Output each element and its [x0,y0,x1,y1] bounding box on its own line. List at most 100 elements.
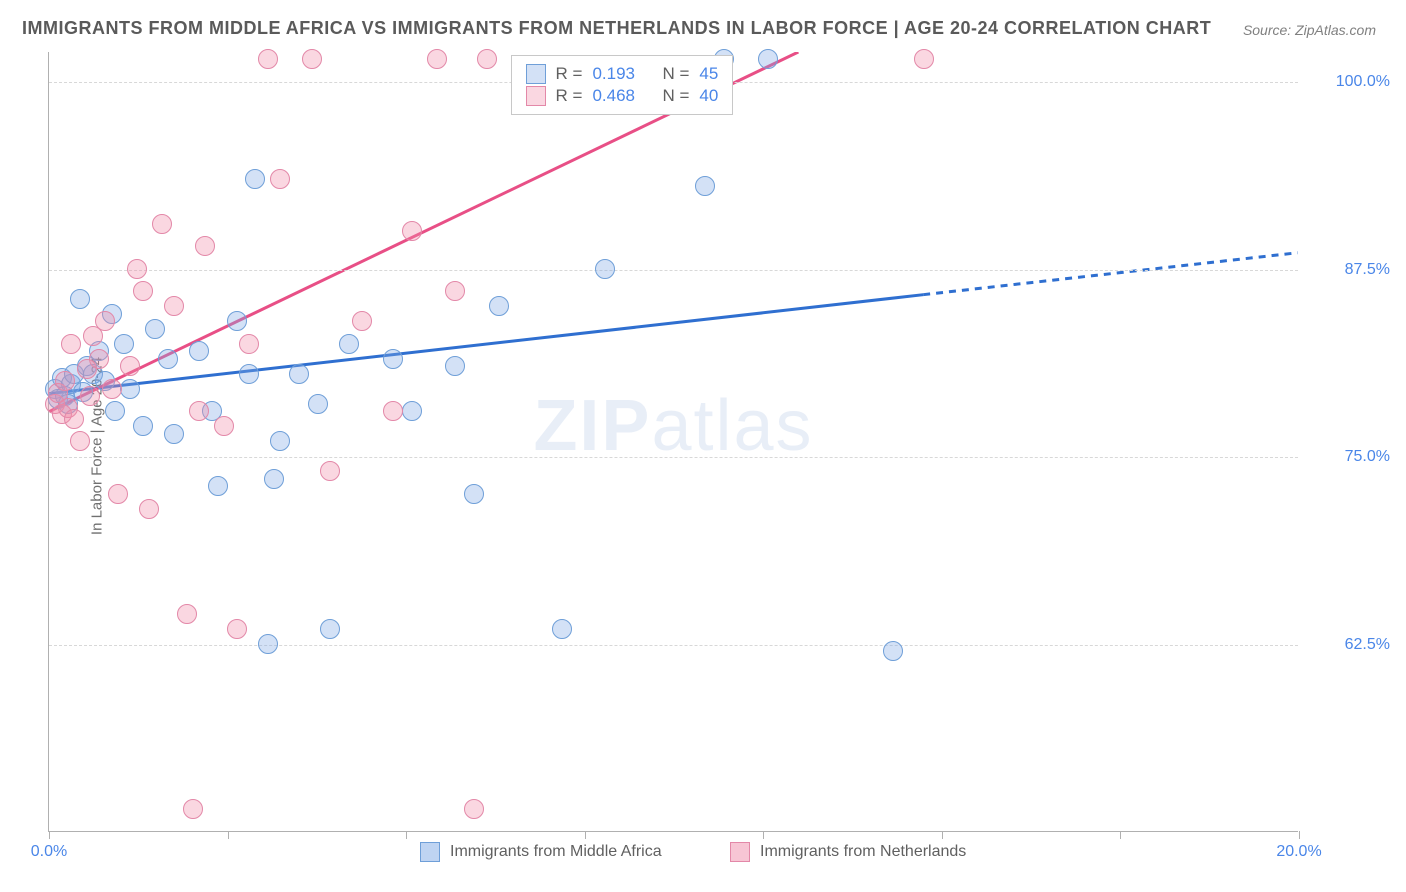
scatter-point [320,461,340,481]
scatter-point [189,401,209,421]
y-tick-label: 62.5% [1345,636,1390,654]
x-tick [1120,831,1121,839]
scatter-point [164,424,184,444]
scatter-point [127,259,147,279]
scatter-point [445,356,465,376]
x-tick [406,831,407,839]
legend-series: Immigrants from Netherlands [730,842,966,862]
x-tick [585,831,586,839]
scatter-point [427,49,447,69]
scatter-point [352,311,372,331]
scatter-point [302,49,322,69]
legend-series-label: Immigrants from Middle Africa [450,843,662,861]
scatter-point [914,49,934,69]
scatter-point [227,619,247,639]
scatter-point [55,371,75,391]
plot-area: ZIPatlas 62.5%75.0%87.5%100.0%0.0%20.0% [48,52,1298,832]
legend-swatch [730,842,750,862]
legend-n-value: 45 [699,64,718,84]
scatter-point [883,641,903,661]
scatter-point [195,236,215,256]
scatter-point [402,401,422,421]
scatter-point [308,394,328,414]
scatter-point [383,401,403,421]
scatter-point [70,289,90,309]
scatter-point [595,259,615,279]
scatter-point [114,334,134,354]
scatter-point [105,401,125,421]
scatter-point [70,431,90,451]
legend-n-value: 40 [699,86,718,106]
scatter-point [695,176,715,196]
scatter-point [189,341,209,361]
scatter-point [158,349,178,369]
scatter-point [183,799,203,819]
legend-stats-row: R =0.468N =40 [526,86,719,106]
legend-series-label: Immigrants from Netherlands [760,843,966,861]
scatter-point [402,221,422,241]
scatter-point [80,386,100,406]
scatter-point [270,169,290,189]
y-tick-label: 87.5% [1345,261,1390,279]
legend-r-label: R = [556,64,583,84]
scatter-point [289,364,309,384]
gridline-horizontal [49,270,1298,271]
scatter-point [264,469,284,489]
scatter-point [270,431,290,451]
watermark: ZIPatlas [533,385,813,467]
x-tick [49,831,50,839]
scatter-point [120,356,140,376]
scatter-point [145,319,165,339]
y-tick-label: 100.0% [1336,73,1390,91]
scatter-point [758,49,778,69]
scatter-point [239,334,259,354]
chart-title: IMMIGRANTS FROM MIDDLE AFRICA VS IMMIGRA… [22,18,1211,39]
y-tick-label: 75.0% [1345,448,1390,466]
x-tick-label: 20.0% [1276,843,1321,861]
scatter-point [152,214,172,234]
x-tick [1299,831,1300,839]
x-tick [228,831,229,839]
scatter-point [489,296,509,316]
scatter-point [383,349,403,369]
scatter-point [258,634,278,654]
legend-n-label: N = [662,64,689,84]
scatter-point [208,476,228,496]
scatter-point [64,409,84,429]
scatter-point [108,484,128,504]
gridline-horizontal [49,457,1298,458]
scatter-point [258,49,278,69]
scatter-point [477,49,497,69]
legend-r-value: 0.193 [592,64,652,84]
scatter-point [464,799,484,819]
legend-stats-row: R = 0.193 N = 45 [526,64,719,84]
scatter-point [464,484,484,504]
legend-swatch [420,842,440,862]
scatter-point [214,416,234,436]
x-tick [763,831,764,839]
scatter-point [133,281,153,301]
scatter-point [102,379,122,399]
legend-r-value: 0.468 [592,86,652,106]
scatter-point [239,364,259,384]
legend-swatch [526,64,546,84]
legend-r-label: R = [556,86,583,106]
watermark-rest: atlas [651,386,813,466]
gridline-horizontal [49,645,1298,646]
scatter-point [552,619,572,639]
trend-line-extrapolated [923,253,1298,295]
x-tick [942,831,943,839]
legend-swatch [526,86,546,106]
legend-series: Immigrants from Middle Africa [420,842,662,862]
source-credit: Source: ZipAtlas.com [1243,22,1376,38]
scatter-point [339,334,359,354]
scatter-point [177,604,197,624]
scatter-point [139,499,159,519]
scatter-point [133,416,153,436]
trend-lines-layer [49,52,1298,831]
scatter-point [120,379,140,399]
scatter-point [61,334,81,354]
x-tick-label: 0.0% [31,843,67,861]
scatter-point [89,349,109,369]
scatter-point [83,326,103,346]
